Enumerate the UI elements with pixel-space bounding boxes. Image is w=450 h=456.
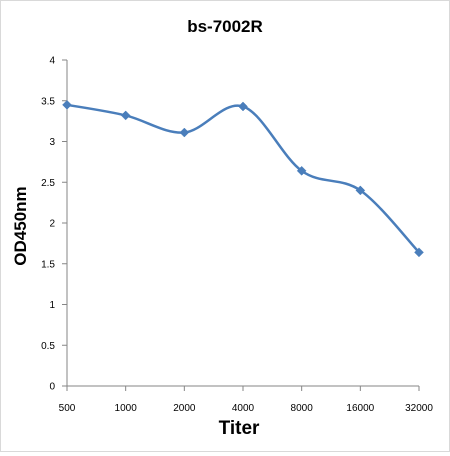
data-point-marker	[238, 101, 248, 112]
y-tick-label: 2.5	[41, 178, 55, 189]
x-tick-label: 8000	[291, 403, 314, 414]
x-tick-label: 2000	[173, 403, 196, 414]
y-tick-label: 1	[49, 300, 55, 311]
data-point-marker	[414, 247, 424, 258]
data-point-marker	[355, 185, 366, 196]
y-axis-title: OD450nm	[11, 186, 30, 265]
y-tick-label: 0.5	[41, 341, 55, 352]
data-point-marker	[179, 127, 190, 138]
y-tick-label: 3.5	[41, 96, 55, 107]
data-point-marker	[296, 165, 307, 176]
y-tick-label: 3	[49, 137, 55, 148]
x-tick-label: 4000	[232, 403, 255, 414]
y-tick-label: 1.5	[41, 259, 55, 270]
data-point-marker	[120, 110, 131, 121]
y-tick-label: 4	[49, 56, 55, 67]
x-tick-label: 32000	[405, 403, 433, 414]
x-axis-ticks: 500 1000 2000 4000 8000 16000 32000	[59, 386, 433, 414]
y-tick-label: 0	[49, 382, 55, 393]
x-tick-label: 1000	[115, 403, 138, 414]
series-layer	[62, 99, 424, 258]
y-axis-ticks: 0 0.5 1 1.5 2 2.5 3 3.5 4	[41, 56, 67, 393]
x-tick-label: 16000	[346, 403, 374, 414]
chart-title: bs-7002R	[187, 17, 263, 36]
series-line	[65, 103, 421, 254]
data-point-marker	[62, 99, 72, 110]
x-axis-title: Titer	[219, 418, 260, 439]
x-tick-label: 500	[59, 403, 76, 414]
y-tick-label: 2	[49, 219, 55, 230]
